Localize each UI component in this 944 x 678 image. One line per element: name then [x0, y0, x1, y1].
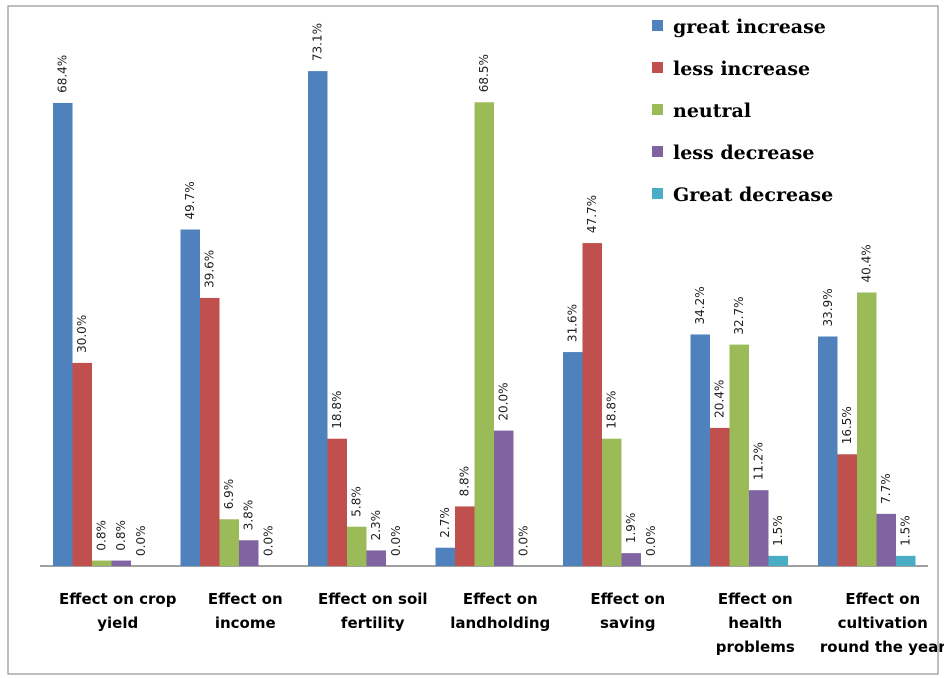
legend-label: Great decrease: [673, 184, 833, 206]
bar-1-less-decrease: [111, 560, 131, 566]
bar-4-neutral: [474, 102, 494, 566]
value-label: 0.0%: [261, 526, 275, 557]
bar-3-neutral: [347, 526, 367, 566]
category-label: Effect on income: [208, 590, 283, 632]
value-label: 68.5%: [477, 54, 491, 92]
category-label: Effect on crop yield: [59, 590, 177, 632]
value-label: 20.4%: [713, 380, 727, 418]
bar-6-neutral: [729, 344, 749, 566]
value-labels-layer: 68.4% 30.0% 0.8% 0.8% 0.0% 49.7% 39.6% 6.9% 3.8%…: [56, 23, 913, 556]
value-label: 49.7%: [183, 181, 197, 219]
category-label: Effect on saving: [590, 590, 665, 632]
bar-5-less-increase: [582, 243, 602, 566]
bar-1-neutral: [92, 560, 112, 566]
legend: great increase less increase neutral less d…: [652, 16, 833, 206]
value-label: 0.0%: [389, 526, 403, 557]
bars-layer: [53, 71, 916, 567]
bar-1-great-increase: [53, 102, 73, 567]
category-labels-layer: Effect on crop yield Effect on income Effect…: [59, 590, 944, 656]
bar-7-less-decrease: [876, 513, 896, 566]
category-label: Effect on health problems: [716, 590, 795, 656]
value-label: 32.7%: [732, 296, 746, 334]
value-label: 5.8%: [350, 486, 364, 517]
bar-7-less-increase: [837, 454, 857, 566]
bar-7-great-decrease: [896, 555, 916, 566]
legend-swatch: [652, 20, 663, 31]
value-label: 31.6%: [566, 304, 580, 342]
bar-2-great-increase: [180, 229, 200, 566]
value-label: 0.8%: [95, 520, 109, 551]
value-label: 33.9%: [821, 288, 835, 326]
legend-swatch: [652, 62, 663, 73]
bar-5-great-increase: [563, 352, 583, 566]
bar-4-great-increase: [435, 547, 455, 566]
value-label: 11.2%: [752, 442, 766, 480]
value-label: 0.8%: [114, 520, 128, 551]
bar-6-great-increase: [690, 334, 710, 566]
bar-3-less-increase: [327, 438, 347, 566]
bar-7-great-increase: [818, 336, 838, 566]
bar-3-great-increase: [308, 71, 328, 567]
bar-2-neutral: [219, 519, 239, 566]
value-label: 1.5%: [899, 515, 913, 546]
bar-2-less-decrease: [239, 540, 259, 566]
bar-6-great-decrease: [768, 555, 788, 566]
value-label: 20.0%: [497, 382, 511, 420]
category-label: Effect on soil fertility: [318, 590, 428, 632]
category-label: Effect on landholding: [450, 590, 550, 632]
bar-4-less-decrease: [494, 430, 514, 566]
bar-5-neutral: [602, 438, 622, 566]
value-label: 30.0%: [75, 315, 89, 353]
value-label: 39.6%: [203, 250, 217, 288]
value-label: 16.5%: [840, 406, 854, 444]
value-label: 8.8%: [458, 466, 472, 497]
legend-swatch: [652, 146, 663, 157]
legend-label: less decrease: [673, 142, 814, 164]
value-label: 6.9%: [222, 479, 236, 510]
bar-3-less-decrease: [366, 550, 386, 566]
legend-swatch: [652, 104, 663, 115]
bar-2-less-increase: [200, 297, 220, 566]
chart-border: [7, 5, 939, 675]
value-label: 18.8%: [605, 391, 619, 429]
legend-label: great increase: [673, 16, 826, 38]
value-label: 1.9%: [624, 513, 638, 544]
bar-1-less-increase: [72, 362, 92, 566]
legend-swatch: [652, 188, 663, 199]
value-label: 1.5%: [771, 515, 785, 546]
value-label: 2.7%: [438, 507, 452, 538]
bar-6-less-decrease: [749, 490, 769, 566]
bar-4-less-increase: [455, 506, 475, 566]
value-label: 18.8%: [330, 391, 344, 429]
value-label: 7.7%: [879, 473, 893, 504]
value-label: 40.4%: [860, 244, 874, 282]
value-label: 34.2%: [693, 286, 707, 324]
value-label: 0.0%: [644, 526, 658, 557]
bar-5-less-decrease: [621, 553, 641, 566]
legend-label: neutral: [673, 100, 751, 122]
value-label: 0.0%: [134, 526, 148, 557]
legend-label: less increase: [673, 58, 810, 80]
value-label: 3.8%: [242, 500, 256, 531]
value-label: 68.4%: [56, 55, 70, 93]
bar-6-less-increase: [710, 427, 730, 566]
bar-7-neutral: [857, 292, 877, 566]
value-label: 2.3%: [369, 510, 383, 541]
value-label: 0.0%: [516, 526, 530, 557]
category-label: Effect on cultivation round the year: [820, 590, 944, 656]
value-label: 73.1%: [311, 23, 325, 61]
value-label: 47.7%: [585, 195, 599, 233]
